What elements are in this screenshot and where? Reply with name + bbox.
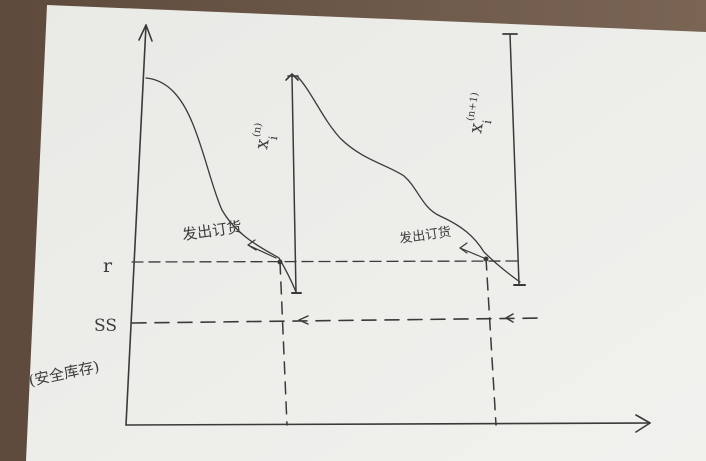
- safety-stock-line: [131, 317, 546, 324]
- order-placed-note-2: 发出订货: [398, 224, 452, 247]
- replenishment-line-1: [291, 75, 297, 294]
- reorder-marker-2: [483, 256, 489, 262]
- stock-level-label-2: x i (n+1): [465, 91, 494, 135]
- x-axis-arrowhead: [635, 414, 651, 433]
- safety-stock-label: SS: [94, 316, 117, 336]
- replenishment-line-2: [509, 33, 520, 285]
- order-pointer-2: [459, 247, 485, 259]
- inventory-curve-cycle-1: [145, 77, 297, 293]
- y-axis: [125, 24, 147, 426]
- stock-level-1-sub: i: [266, 135, 280, 141]
- inventory-curve-cycle-2: [296, 75, 521, 283]
- stock-level-2-sub: i: [480, 119, 494, 125]
- stock-level-2-sup: (n+1): [465, 91, 481, 122]
- lead-time-drop-1: [279, 261, 288, 426]
- order-pointer-1-head: [247, 239, 257, 251]
- reorder-marker-1: [277, 259, 283, 265]
- reorder-point-line: [131, 260, 521, 263]
- order-pointer-2-head: [459, 242, 468, 254]
- safety-stock-arrow-right: [505, 313, 514, 323]
- stock-level-1-sup: (n): [251, 122, 264, 138]
- stock-level-label-1: x i (n): [251, 122, 280, 151]
- order-pointer-1: [247, 244, 277, 259]
- y-axis-arrowhead: [138, 24, 153, 42]
- lead-time-drop-2: [485, 257, 497, 426]
- reorder-point-label: r: [103, 255, 113, 277]
- stock-level-1-base: x: [251, 137, 273, 151]
- paper-sheet: [26, 5, 706, 461]
- replenishment-arrowhead-1: [285, 73, 299, 81]
- x-axis: [125, 422, 651, 426]
- safety-stock-arrow-left: [298, 315, 309, 325]
- stock-level-2-base: x: [465, 121, 487, 135]
